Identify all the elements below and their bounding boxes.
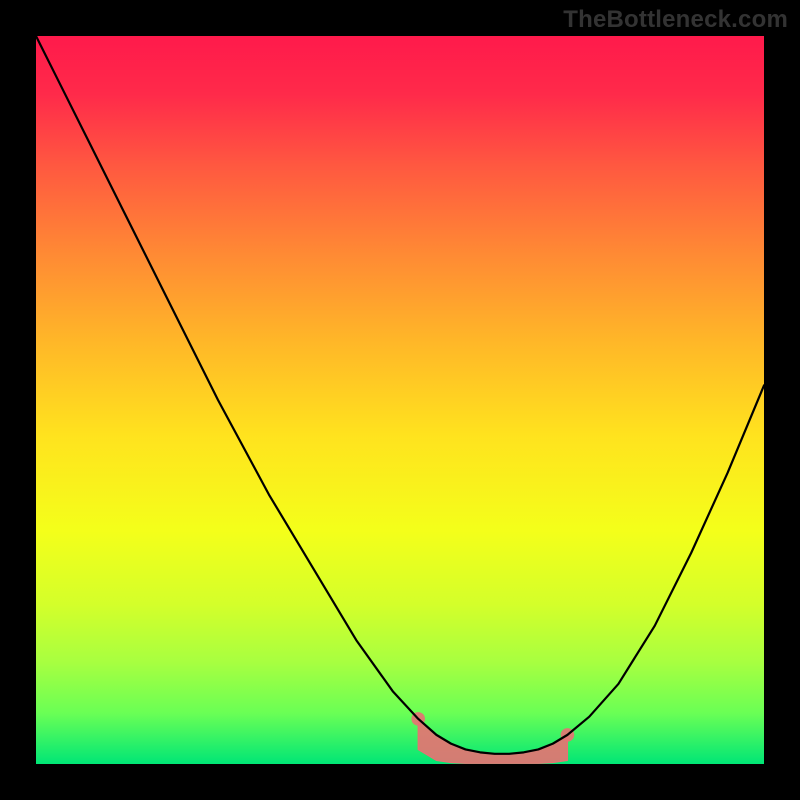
chart-container: TheBottleneck.com <box>0 0 800 800</box>
chart-svg <box>36 36 764 764</box>
plot-area <box>36 36 764 764</box>
watermark-text: TheBottleneck.com <box>563 6 788 34</box>
plot-background <box>36 36 764 764</box>
